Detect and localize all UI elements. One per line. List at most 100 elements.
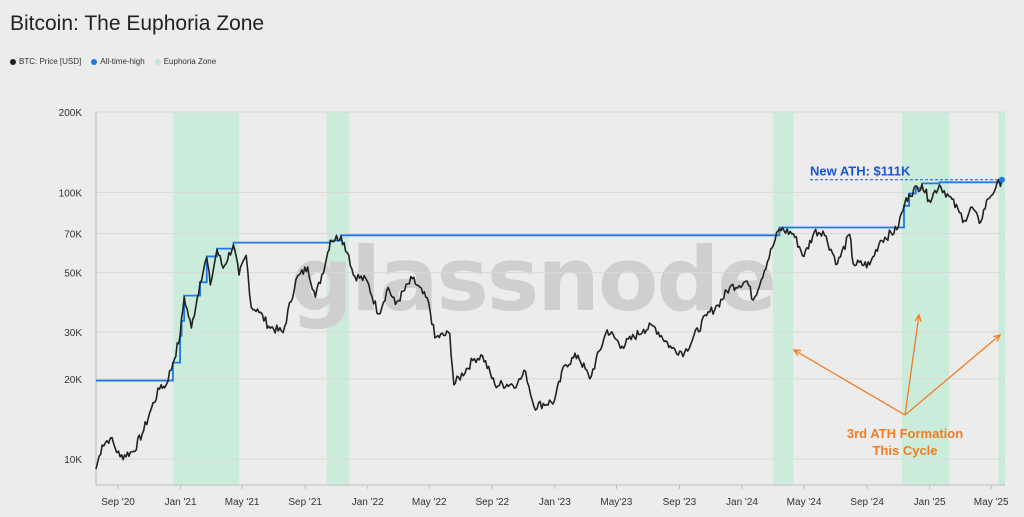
y-tick-label-3: 50K [64, 269, 82, 280]
price-point-38 [428, 302, 430, 304]
legend-item-price[interactable]: BTC: Price [USD] [10, 57, 81, 66]
price-point-4 [132, 450, 135, 452]
legend: BTC: Price [USD] All-time-high Euphoria … [10, 57, 216, 66]
price-point-69 [836, 263, 838, 265]
price-point-82 [963, 219, 966, 221]
y-tick-label-0: 10K [64, 455, 82, 466]
price-point-61 [746, 280, 748, 282]
price-point-19 [238, 274, 240, 276]
price-point-25 [295, 279, 297, 281]
y-tick-label-4: 70K [64, 230, 82, 241]
x-tick-label-3: Sep '21 [288, 497, 322, 508]
price-point-71 [852, 263, 854, 265]
annotation-ath-formation-line1: 3rd ATH Formation [847, 426, 963, 441]
price-point-63 [771, 247, 773, 249]
price-point-51 [589, 378, 591, 380]
price-point-30 [340, 235, 342, 237]
legend-label-euphoria: Euphoria Zone [163, 57, 217, 66]
x-tick-label-7: Jan '23 [539, 497, 571, 508]
y-tick-label-2: 30K [64, 328, 82, 339]
price-point-6 [150, 407, 152, 409]
price-point-75 [903, 203, 906, 206]
price-point-37 [411, 277, 413, 280]
price-point-29 [329, 239, 331, 242]
euphoria-zone-4 [998, 112, 1005, 485]
price-point-50 [577, 354, 579, 356]
y-tick-label-1: 20K [64, 375, 82, 386]
price-point-60 [729, 286, 731, 289]
euphoria-zone-2 [772, 112, 794, 485]
arrow-line-0 [793, 349, 906, 416]
price-point-65 [792, 233, 794, 235]
price-point-22 [256, 308, 259, 310]
price-point-70 [849, 233, 851, 236]
price-point-34 [377, 313, 380, 315]
ath-marker [998, 176, 1005, 183]
price-point-31 [348, 254, 350, 257]
price-point-32 [352, 274, 354, 276]
price-point-57 [683, 351, 686, 354]
euphoria-zone-3 [901, 112, 950, 485]
price-point-40 [449, 333, 451, 335]
price-point-45 [516, 382, 519, 385]
price-point-21 [250, 306, 252, 309]
price-point-59 [717, 304, 719, 306]
price-point-0 [95, 468, 97, 470]
legend-label-price: BTC: Price [USD] [19, 57, 82, 66]
price-point-15 [209, 284, 211, 286]
price-point-14 [206, 256, 208, 259]
price-point-74 [896, 228, 898, 231]
price-point-68 [822, 230, 824, 232]
legend-item-euphoria[interactable]: Euphoria Zone [154, 57, 217, 66]
annotation-new-ath: New ATH: $111K [810, 164, 911, 179]
price-point-13 [199, 281, 201, 283]
price-point-46 [525, 370, 527, 373]
arrow-head-0 [792, 349, 802, 357]
price-point-27 [314, 296, 317, 298]
y-tick-labels: 10K 20K 30K 50K 70K 100K 200K [59, 108, 83, 466]
price-point-67 [813, 231, 815, 233]
price-point-44 [494, 384, 496, 386]
x-tick-label-2: May '21 [225, 497, 260, 508]
y-tick-label-5: 100K [59, 188, 83, 199]
price-point-83 [971, 206, 973, 208]
price-point-64 [778, 228, 781, 230]
legend-dot-euphoria [154, 58, 161, 65]
x-tick-label-14: May '25 [974, 497, 1009, 508]
price-point-84 [978, 222, 980, 224]
price-point-42 [473, 358, 475, 360]
arrow-line-1 [904, 314, 920, 416]
price-point-24 [282, 332, 284, 334]
arrow-line-2 [904, 334, 1001, 416]
legend-dot-price [10, 58, 16, 65]
price-point-16 [216, 248, 218, 251]
price-point-56 [671, 347, 673, 350]
price-point-26 [307, 266, 309, 268]
price-point-2 [109, 437, 111, 439]
price-point-55 [653, 325, 655, 327]
price-point-79 [938, 184, 940, 186]
price-point-39 [434, 337, 436, 339]
price-point-62 [752, 299, 754, 301]
price-point-58 [706, 315, 708, 317]
price-point-54 [642, 328, 645, 331]
x-tick-label-0: Sep '20 [101, 497, 135, 508]
legend-item-ath[interactable]: All-time-high [91, 57, 145, 66]
price-point-53 [621, 345, 623, 347]
arrow-head-1 [914, 313, 922, 322]
price-point-10 [179, 335, 181, 337]
price-point-8 [164, 387, 166, 389]
price-point-48 [553, 400, 555, 402]
arrow-head-2 [993, 334, 1002, 342]
price-point-7 [160, 384, 162, 386]
price-point-11 [183, 296, 185, 298]
price-point-41 [453, 384, 455, 386]
price-point-66 [803, 255, 805, 258]
price-point-72 [869, 264, 871, 266]
x-tick-label-5: May '22 [412, 497, 447, 508]
price-point-23 [268, 325, 270, 327]
x-tick-label-8: May'23 [600, 497, 632, 508]
x-tick-label-4: Jan '22 [352, 497, 384, 508]
price-point-76 [908, 193, 910, 195]
